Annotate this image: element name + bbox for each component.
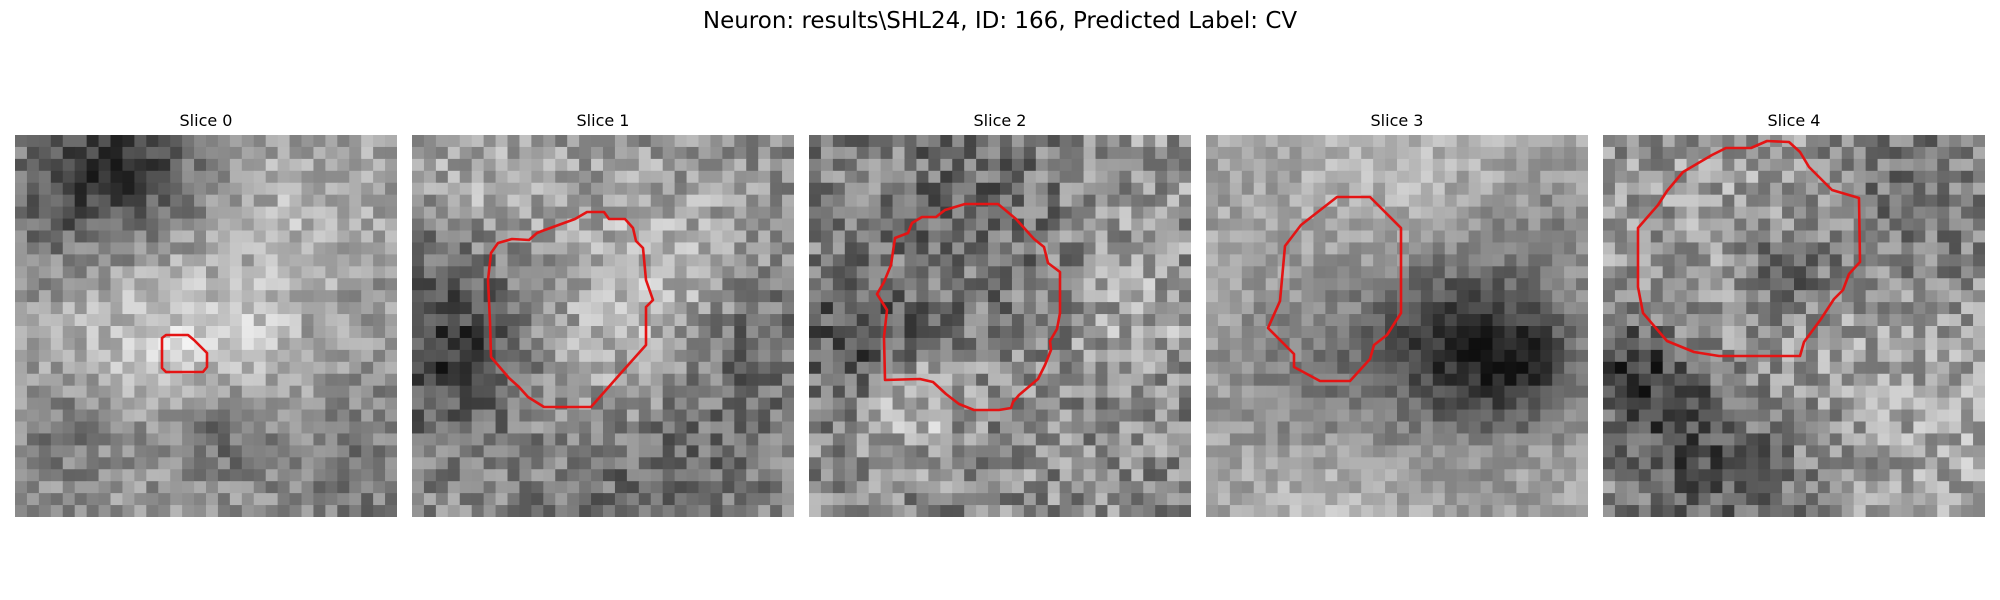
slice-image xyxy=(412,135,794,517)
roi-contour xyxy=(1636,139,1862,358)
slice-panel-0: Slice 0 xyxy=(15,109,397,517)
pixel-grid xyxy=(1206,135,1588,517)
pixel-grid xyxy=(15,135,397,517)
roi-contour xyxy=(875,202,1062,412)
slice-panel-3: Slice 3 xyxy=(1206,109,1588,517)
roi-contour xyxy=(160,333,209,374)
slice-title: Slice 4 xyxy=(1767,111,1821,130)
slice-image xyxy=(1603,135,1985,517)
pixel-grid xyxy=(1603,135,1985,517)
slice-title: Slice 0 xyxy=(179,111,233,130)
roi-contour xyxy=(486,210,655,409)
figure-title: Neuron: results\SHL24, ID: 166, Predicte… xyxy=(702,8,1298,34)
pixel-grid xyxy=(412,135,794,517)
slice-image xyxy=(1206,135,1588,517)
slice-image xyxy=(809,135,1191,517)
slice-title: Slice 1 xyxy=(576,111,630,130)
slice-panel-1: Slice 1 xyxy=(412,109,794,517)
slice-title: Slice 2 xyxy=(973,111,1027,130)
roi-contour xyxy=(1266,195,1403,383)
slice-title: Slice 3 xyxy=(1370,111,1424,130)
slice-image xyxy=(15,135,397,517)
slice-panel-4: Slice 4 xyxy=(1603,109,1985,517)
slice-panel-2: Slice 2 xyxy=(809,109,1191,517)
pixel-grid xyxy=(809,135,1191,517)
